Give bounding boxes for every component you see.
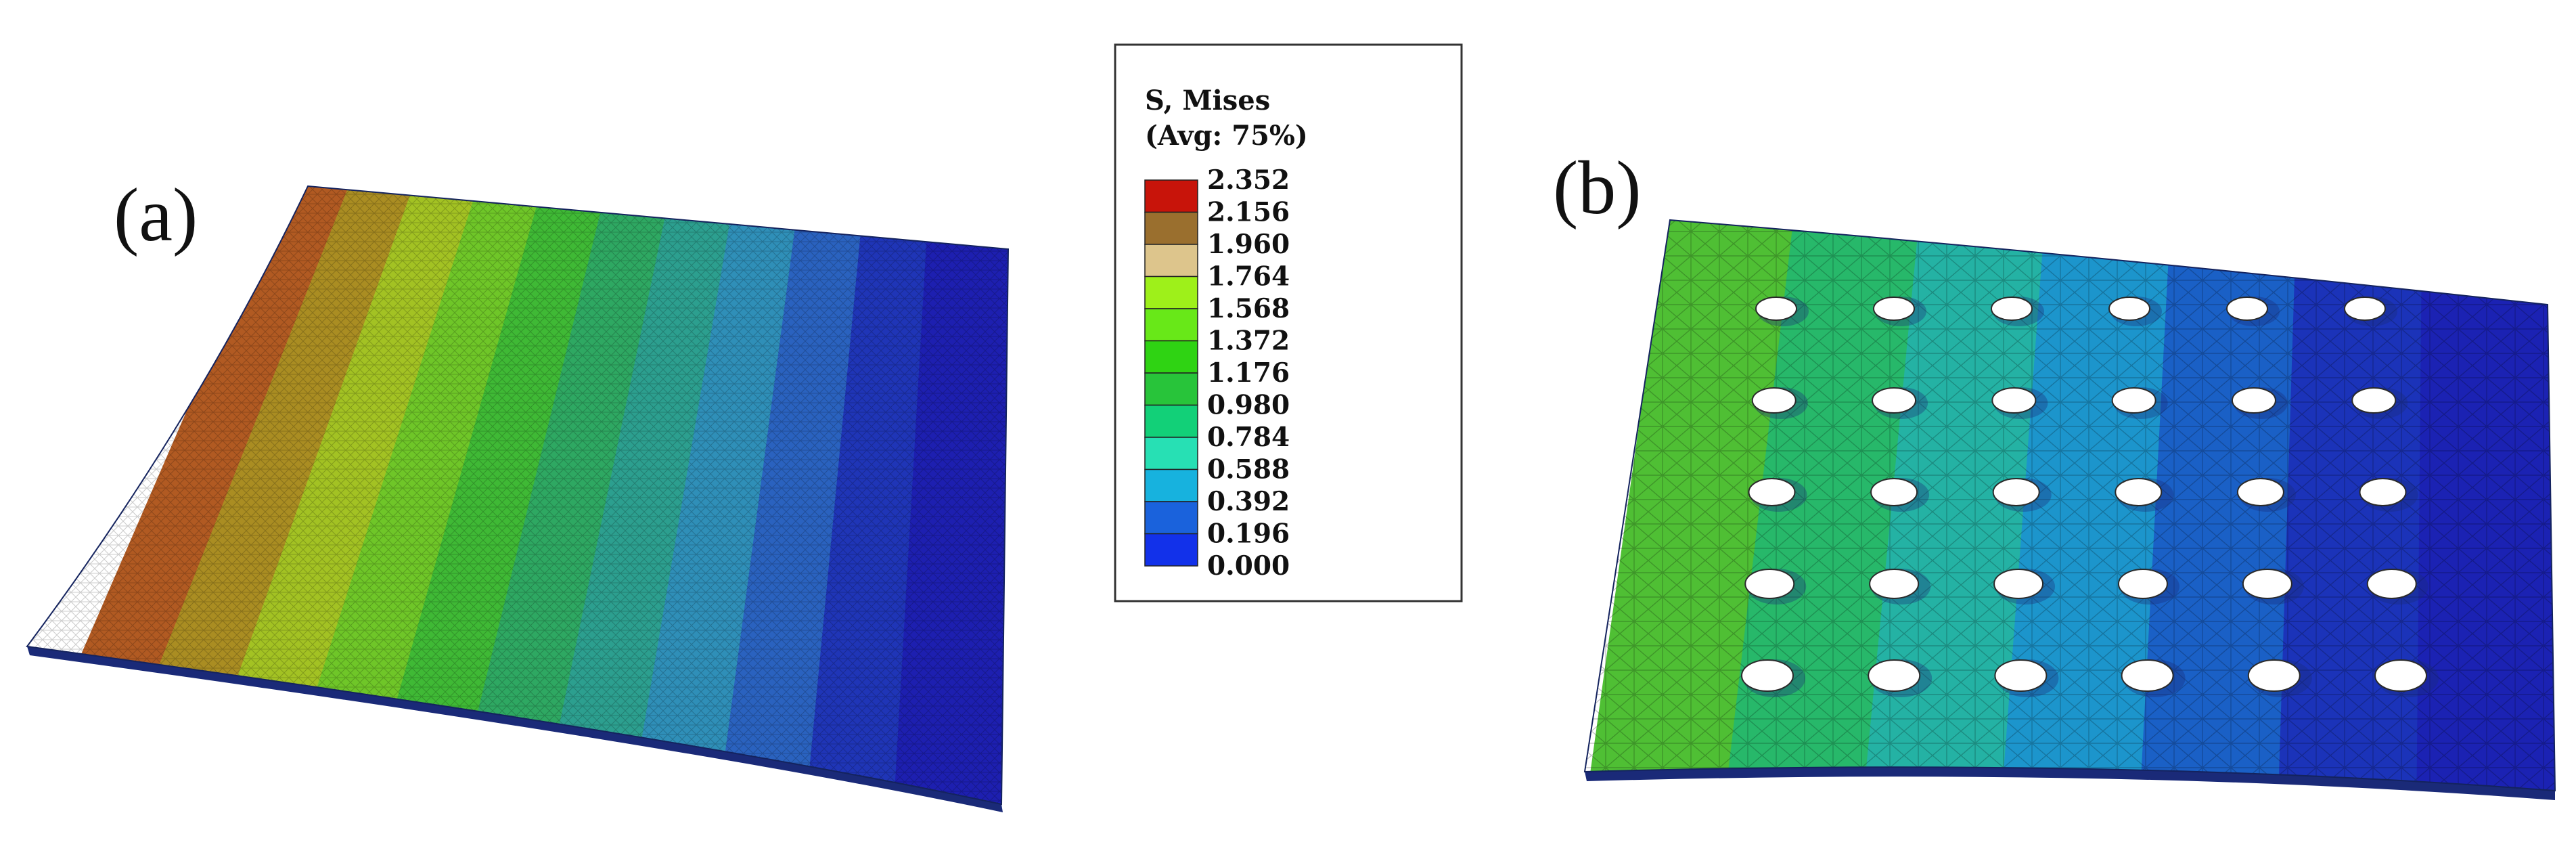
- legend-tick-label: 0.588: [1207, 454, 1290, 485]
- legend-tick-label: 2.156: [1207, 197, 1290, 228]
- legend-swatch: [1144, 340, 1198, 374]
- legend-tick-label: 1.176: [1207, 357, 1290, 389]
- plate-hole: [2351, 387, 2397, 414]
- plate-hole: [1872, 387, 1917, 414]
- plate-hole: [1755, 296, 1797, 321]
- plate-hole: [1751, 387, 1797, 414]
- legend-swatch: [1144, 276, 1198, 309]
- legend-tick-label: 0.980: [1207, 390, 1290, 421]
- legend-swatch: [1144, 404, 1198, 438]
- legend-tick-label: 2.352: [1207, 164, 1290, 196]
- plate-hole: [2344, 296, 2386, 321]
- plate-hole: [1748, 478, 1796, 506]
- plate-hole: [1868, 659, 1921, 692]
- legend-color-bar: [1144, 179, 1198, 567]
- legend-title: S, Mises: [1145, 85, 1270, 116]
- plate-hole: [2111, 387, 2156, 414]
- plate-hole: [2117, 569, 2168, 599]
- legend-tick-label: 1.372: [1207, 326, 1290, 357]
- legend-tick-labels: 2.3522.1561.9601.7641.5681.3721.1760.980…: [1207, 164, 1290, 581]
- legend-tick-label: 0.784: [1207, 422, 1290, 453]
- legend-subtitle: (Avg: 75%): [1145, 120, 1308, 152]
- plate-hole: [2121, 659, 2174, 692]
- plate-hole: [1992, 478, 2040, 506]
- plate-hole: [1873, 296, 1915, 321]
- legend-tick-label: 1.568: [1207, 293, 1290, 324]
- plate-hole: [1993, 569, 2044, 599]
- plate-hole: [1991, 387, 2037, 414]
- panel-a-label: (a): [114, 173, 198, 257]
- plate-hole: [1870, 478, 1918, 506]
- legend-tick-label: 0.000: [1207, 550, 1290, 581]
- legend-swatch: [1144, 308, 1198, 342]
- legend-swatch: [1144, 179, 1198, 213]
- plate-hole: [2236, 478, 2284, 506]
- plate-hole: [1994, 659, 2048, 692]
- panel-b-label: (b): [1553, 146, 1642, 230]
- plate-hole: [2115, 478, 2163, 506]
- plate-hole: [2374, 659, 2427, 692]
- plate-hole: [2247, 659, 2301, 692]
- legend-swatch: [1144, 211, 1198, 245]
- plate-hole: [1741, 659, 1794, 692]
- plate-b: [1583, 219, 2556, 800]
- plate-b-holes: [1741, 296, 2439, 697]
- legend-tick-label: 1.960: [1207, 229, 1290, 260]
- plate-hole: [2108, 296, 2150, 321]
- stress-legend: S, Mises (Avg: 75%) 2.3522.1561.9601.764…: [1114, 43, 1463, 602]
- plate-hole: [1991, 296, 2033, 321]
- legend-tick-label: 0.196: [1207, 519, 1290, 550]
- plate-hole: [1744, 569, 1795, 599]
- legend-swatch: [1144, 437, 1198, 470]
- plate-hole: [2242, 569, 2292, 599]
- plate-hole: [2231, 387, 2276, 414]
- plate-a: [26, 185, 1010, 812]
- legend-swatch: [1144, 244, 1198, 278]
- plate-hole: [1869, 569, 1920, 599]
- legend-swatch: [1144, 533, 1198, 567]
- legend-swatch: [1144, 468, 1198, 502]
- plate-hole: [2366, 569, 2417, 599]
- legend-swatch: [1144, 501, 1198, 535]
- legend-tick-label: 1.764: [1207, 261, 1290, 292]
- plate-hole: [2226, 296, 2268, 321]
- legend-swatch: [1144, 372, 1198, 406]
- plate-hole: [2359, 478, 2407, 506]
- legend-tick-label: 0.392: [1207, 486, 1290, 517]
